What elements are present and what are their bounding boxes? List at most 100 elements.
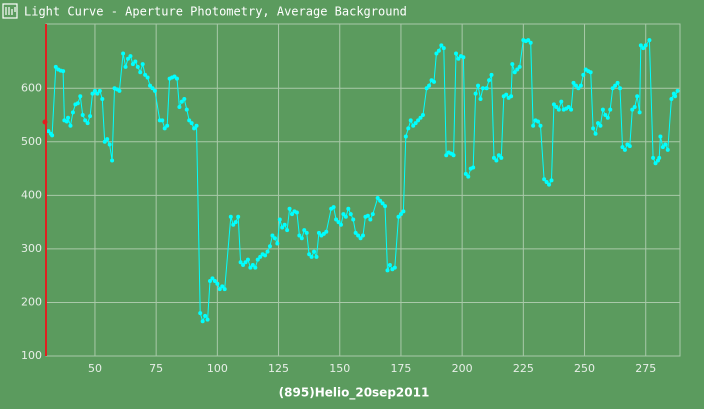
data-point — [480, 86, 485, 91]
y-tick-label: 300 — [21, 242, 42, 255]
data-point — [70, 110, 75, 115]
data-point — [643, 43, 648, 48]
data-point — [370, 212, 375, 217]
data-point — [97, 88, 102, 93]
data-point — [444, 153, 449, 158]
data-point — [476, 83, 481, 88]
data-point — [105, 137, 110, 142]
data-point — [53, 64, 58, 69]
data-point — [80, 113, 85, 118]
data-point — [302, 228, 307, 233]
x-tick-label: 100 — [207, 362, 228, 375]
y-tick-label: 400 — [21, 188, 42, 201]
y-tick-label: 100 — [21, 349, 42, 362]
data-point — [669, 96, 674, 101]
data-point — [416, 118, 421, 123]
data-point — [210, 276, 215, 281]
data-point — [150, 86, 155, 91]
data-point — [203, 313, 208, 318]
data-point — [536, 119, 541, 124]
data-point — [375, 196, 380, 201]
data-point — [133, 59, 138, 64]
data-point — [290, 212, 295, 217]
data-point — [673, 94, 678, 99]
data-point — [117, 88, 122, 93]
data-point — [215, 281, 220, 286]
data-point — [509, 94, 514, 99]
x-tick-label: 125 — [268, 362, 289, 375]
data-point — [205, 317, 210, 322]
data-point — [174, 76, 179, 81]
data-point — [392, 265, 397, 270]
data-point — [341, 212, 346, 217]
data-point — [538, 123, 543, 128]
x-axis-label: (895)Helio_20sep2011 — [279, 386, 430, 401]
data-point — [473, 91, 478, 96]
x-tick-label: 200 — [452, 362, 473, 375]
data-point — [280, 225, 285, 230]
data-point — [413, 121, 418, 126]
data-point — [220, 284, 225, 289]
data-point — [622, 147, 627, 152]
data-point — [484, 86, 489, 91]
data-point — [581, 72, 586, 77]
data-point — [512, 70, 517, 75]
data-point — [439, 43, 444, 48]
data-point — [299, 236, 304, 241]
data-point — [123, 64, 128, 69]
x-tick-label: 250 — [574, 362, 595, 375]
data-point — [148, 83, 153, 88]
data-point — [277, 217, 282, 222]
data-point — [177, 105, 182, 109]
data-point — [272, 236, 277, 241]
data-point — [140, 62, 145, 67]
data-point — [88, 114, 93, 119]
data-point — [64, 119, 69, 124]
data-point — [635, 94, 640, 99]
data-point — [499, 155, 504, 160]
data-point — [466, 174, 471, 179]
data-point — [441, 46, 446, 51]
data-point — [478, 96, 483, 101]
data-point — [411, 123, 416, 128]
data-point — [571, 80, 576, 85]
data-point — [248, 265, 253, 270]
data-point — [351, 217, 356, 222]
data-point — [556, 107, 561, 112]
data-point — [496, 153, 501, 158]
data-point — [365, 213, 370, 218]
data-point — [128, 54, 133, 59]
data-point — [641, 46, 646, 51]
data-point — [398, 212, 403, 217]
data-point — [554, 105, 559, 109]
data-point — [588, 70, 593, 75]
data-point — [559, 99, 564, 104]
data-point — [110, 158, 115, 163]
data-point — [100, 96, 105, 101]
data-point — [208, 279, 213, 284]
data-point — [356, 233, 361, 238]
data-point — [231, 222, 236, 227]
data-point — [494, 158, 499, 163]
data-point — [265, 249, 270, 254]
data-point — [657, 155, 662, 160]
data-point — [569, 107, 574, 112]
data-point — [92, 88, 97, 93]
data-point — [396, 214, 401, 219]
data-point — [267, 244, 272, 249]
data-point — [542, 177, 547, 182]
data-point — [368, 217, 373, 222]
data-point — [358, 236, 363, 241]
series — [46, 38, 680, 324]
data-point — [658, 134, 663, 139]
data-point — [346, 206, 351, 211]
y-tick-label: 600 — [21, 81, 42, 94]
data-point — [675, 88, 680, 93]
data-point — [653, 161, 658, 166]
data-point — [243, 260, 248, 265]
data-point — [578, 83, 583, 88]
data-point — [241, 262, 246, 267]
data-point — [68, 123, 73, 128]
data-point — [504, 92, 509, 97]
data-point — [192, 126, 197, 131]
